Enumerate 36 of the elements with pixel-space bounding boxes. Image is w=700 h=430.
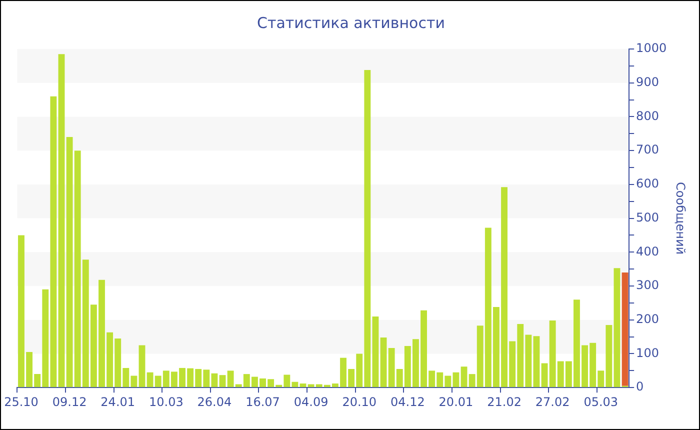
bar [533,336,540,388]
bar [614,268,620,388]
y-tick-label: 700 [636,142,659,157]
bar [380,337,387,388]
y-tick-label: 500 [636,210,659,224]
y-tick-label: 400 [636,244,659,258]
x-tick-label: 21.02 [487,394,522,409]
bar [138,345,146,388]
x-tick-label: 04.12 [390,394,425,409]
bar [58,54,65,388]
bar [452,372,460,388]
x-tick-label: 05.03 [584,394,618,409]
x-tick-label: 24.01 [100,394,136,409]
x-tick-label: 16.07 [246,394,280,409]
bar [460,366,468,388]
y-tick-label: 800 [636,108,659,123]
y-tick-label: 200 [636,312,659,326]
x-tick-label: 25.10 [4,394,38,409]
bar [622,272,628,386]
x-tick-label: 26.04 [197,394,232,409]
y-tick-label: 100 [636,346,659,360]
x-tick-label: 09.12 [52,394,87,409]
y-tick-label: 0 [636,380,644,394]
x-tick-label: 10.03 [148,394,184,409]
y-axis-title: Сообщений [674,182,688,255]
y-tick-label: 900 [636,74,659,89]
x-tick-label: 20.01 [438,394,474,409]
x-tick-label: 27.02 [535,394,570,409]
bar [300,384,306,388]
x-tick-label: 04.09 [294,394,328,409]
x-tick-label: 20.10 [342,394,377,409]
chart-title: Статистика активности [257,14,445,32]
bar [219,375,226,388]
y-tick-label: 1000 [636,41,667,56]
y-tick-label: 600 [636,176,659,191]
y-tick-label: 300 [636,278,659,292]
